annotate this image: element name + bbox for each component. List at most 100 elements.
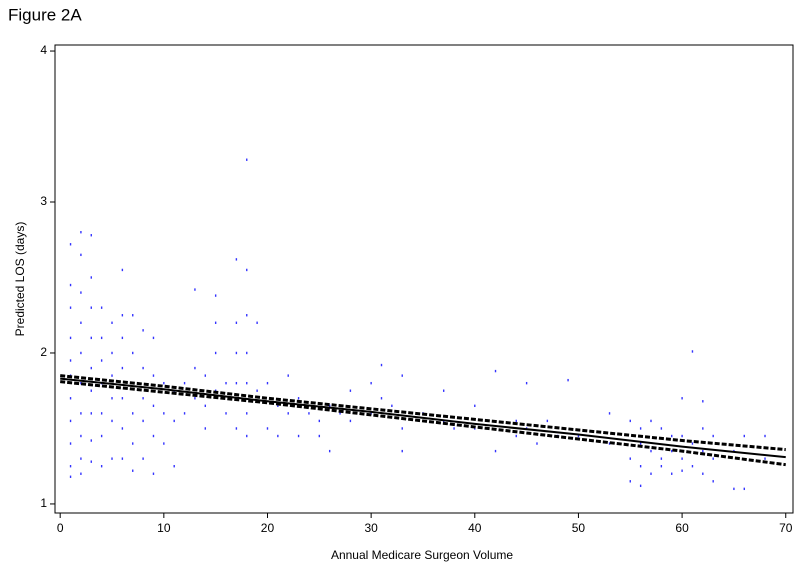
scatter-point [639, 442, 642, 445]
scatter-point [80, 291, 82, 294]
scatter-point [204, 427, 206, 430]
scatter-point [494, 369, 497, 373]
scatter-point [733, 487, 735, 491]
scatter-point [702, 472, 704, 475]
plot-frame [54, 44, 794, 514]
scatter-point [712, 434, 714, 438]
confidence-band [60, 374, 786, 452]
scatter-point [132, 314, 134, 317]
scatter-point [100, 465, 103, 468]
scatter-point [80, 472, 82, 475]
scatter-point [235, 321, 238, 324]
scatter-point [132, 412, 134, 415]
scatter-point [225, 412, 227, 415]
scatter-point [266, 381, 269, 385]
x-tick-label: 70 [779, 521, 793, 535]
scatter-point [401, 449, 403, 453]
scatter-point [111, 397, 113, 400]
scatter-point [69, 359, 72, 362]
scatter-point [297, 397, 300, 400]
scatter-point [163, 442, 165, 445]
scatter-point [111, 351, 113, 355]
y-tick-label: 3 [40, 194, 47, 208]
scatter-point [163, 412, 165, 415]
scatter-point [639, 465, 642, 468]
scatter-point [111, 457, 113, 460]
scatter-point [142, 419, 144, 423]
x-tick-label: 20 [261, 521, 275, 535]
scatter-point [629, 457, 631, 460]
scatter-point [567, 378, 569, 382]
scatter-point [401, 374, 403, 377]
scatter-point [121, 336, 124, 340]
scatter-point [90, 389, 92, 392]
scatter-point [100, 359, 103, 362]
x-tick-label: 30 [364, 521, 378, 535]
y-tick-label: 4 [40, 43, 47, 57]
scatter-point [100, 412, 103, 415]
scatter-point [111, 419, 113, 423]
scatter-point [69, 475, 72, 478]
scatter-point [764, 457, 766, 460]
scatter-point [152, 336, 155, 340]
scatter-point [277, 404, 279, 408]
scatter-point [214, 351, 217, 355]
scatter-point [100, 336, 103, 340]
scatter-point [712, 457, 714, 460]
scatter-point [650, 472, 652, 475]
scatter-point [69, 419, 72, 423]
scatter-point [235, 381, 238, 385]
scatter-point [702, 449, 704, 453]
scatter-point [318, 434, 321, 438]
scatter-point [650, 449, 652, 453]
chart-title: Figure 2A [8, 5, 82, 24]
scatter-point [536, 442, 538, 445]
scatter-point [235, 351, 238, 355]
scatter-point [328, 404, 331, 408]
scatter-point [391, 404, 393, 408]
scatter-point [80, 351, 82, 355]
confidence-band [60, 380, 786, 467]
scatter-point [90, 412, 92, 415]
y-tick-label: 1 [40, 496, 47, 510]
scatter-point [349, 419, 352, 423]
scatter-point [80, 412, 82, 415]
scatter-point [370, 381, 372, 385]
scatter-point [246, 351, 248, 355]
scatter-point [132, 351, 134, 355]
scatter-point [246, 412, 248, 415]
scatter-point [173, 419, 175, 423]
scatter-point [152, 404, 155, 408]
scatter-point [277, 434, 279, 438]
scatter-point [121, 397, 124, 400]
scatter-point [90, 336, 92, 340]
scatter-point [660, 427, 663, 430]
fit-line [60, 377, 786, 459]
scatter-point [246, 314, 248, 317]
scatter-point [121, 457, 124, 460]
scatter-point [225, 381, 227, 385]
scatter-point [681, 434, 683, 438]
scatter-point [183, 412, 186, 415]
scatter-point [90, 366, 92, 370]
scatter-point [577, 434, 580, 438]
scatter-point [691, 465, 694, 468]
scatter-point [453, 427, 455, 430]
scatter-point [639, 427, 642, 430]
scatter-point [142, 329, 144, 332]
scatter-point [132, 442, 134, 445]
scatter-point [691, 442, 694, 445]
scatter-point [660, 465, 663, 468]
scatter-point [246, 381, 248, 385]
scatter-point [702, 427, 704, 430]
scatter-point [235, 427, 238, 430]
scatter-point [671, 434, 673, 438]
scatter-point [349, 389, 352, 392]
scatter-point [194, 288, 196, 291]
scatter-point [266, 427, 269, 430]
scatter-point [142, 457, 144, 460]
scatter-point [235, 258, 238, 261]
x-tick-label: 50 [572, 521, 586, 535]
scatter-point [152, 434, 155, 438]
scatter-point [712, 480, 714, 483]
